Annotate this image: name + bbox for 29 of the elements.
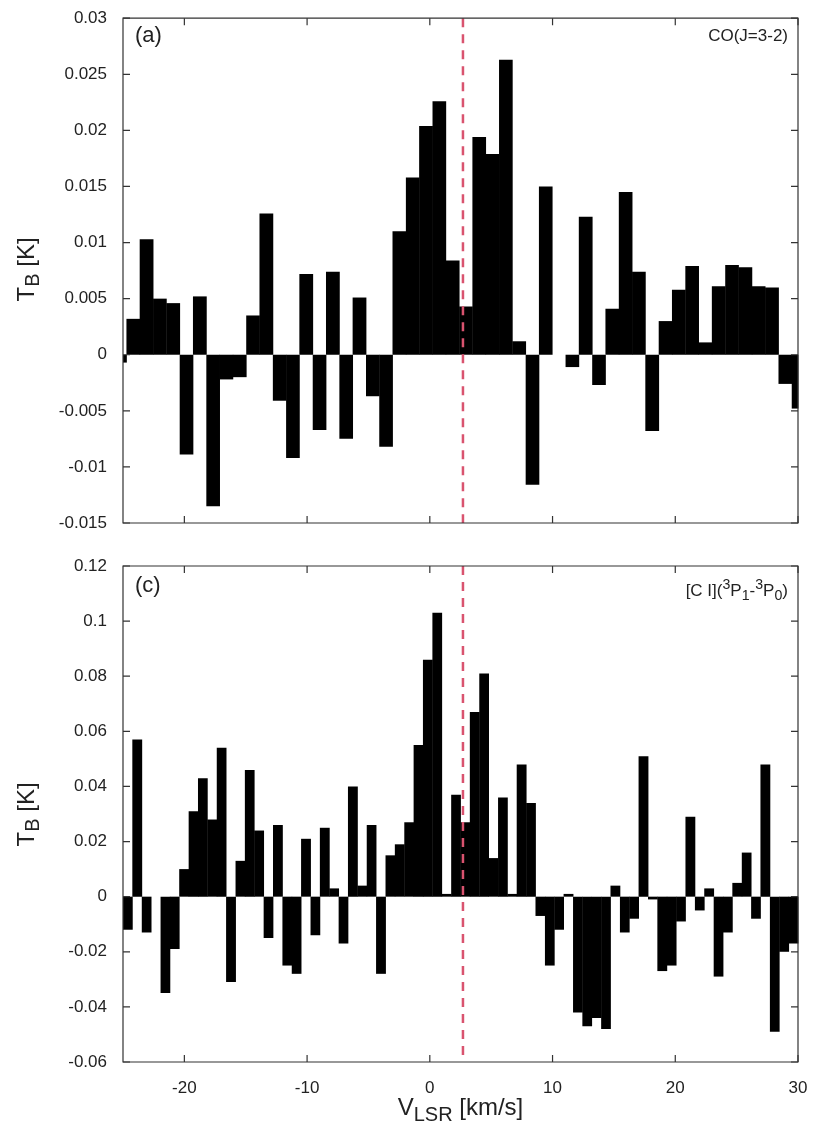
y-tick-label: 0.1 bbox=[83, 610, 107, 630]
y-tick-label: 0 bbox=[97, 344, 107, 364]
y-tick-label: -0.01 bbox=[68, 456, 107, 476]
y-tick-label: 0.04 bbox=[73, 776, 107, 796]
y-tick-label: 0.08 bbox=[73, 665, 107, 685]
x-tick-label: 30 bbox=[788, 1077, 808, 1097]
y-tick-label: 0.015 bbox=[64, 176, 107, 196]
y-tick-label: -0.02 bbox=[68, 941, 107, 961]
y-tick-label: 0.025 bbox=[64, 63, 107, 83]
y-tick-label: -0.06 bbox=[68, 1051, 107, 1071]
y-tick-label: 0.01 bbox=[73, 232, 107, 252]
x-tick-label: 20 bbox=[665, 1077, 685, 1097]
x-tick-label: -10 bbox=[294, 1077, 320, 1097]
y-tick-label: 0 bbox=[97, 886, 107, 906]
y-tick-label: -0.04 bbox=[68, 996, 107, 1016]
x-tick-label: -20 bbox=[172, 1077, 197, 1097]
y-tick-label: 0.06 bbox=[73, 721, 107, 741]
y-tick-label: 0.12 bbox=[73, 555, 107, 575]
y-tick-label: -0.015 bbox=[58, 512, 107, 532]
y-tick-label: 0.005 bbox=[64, 288, 107, 308]
y-tick-label: 0.02 bbox=[73, 831, 107, 851]
y-tick-label: -0.005 bbox=[58, 400, 107, 420]
y-tick-label: 0.02 bbox=[73, 120, 107, 140]
annotation: CO(J=3-2) bbox=[708, 26, 788, 46]
y-tick-label: 0.03 bbox=[73, 7, 107, 27]
annotation: (a) bbox=[135, 22, 162, 48]
text: [C I]($^{3}$P$_{1}$-$^{3}$P$_{0}$) bbox=[685, 576, 788, 604]
annotation: (c) bbox=[135, 572, 161, 598]
x-tick-label: 10 bbox=[543, 1077, 563, 1097]
